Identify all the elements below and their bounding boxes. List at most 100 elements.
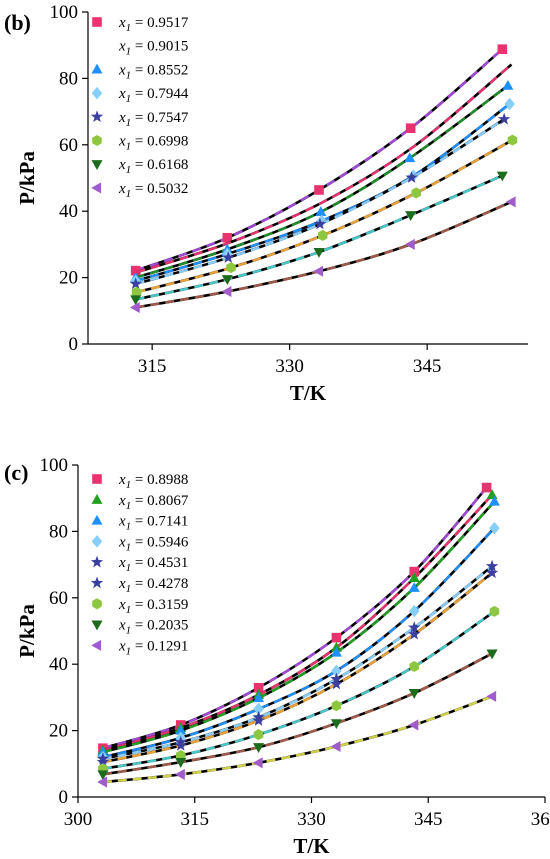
data-point	[96, 755, 110, 768]
data-point	[405, 123, 416, 133]
legend-entry: x1 = 0.3159	[118, 597, 188, 616]
data-point	[408, 719, 419, 731]
legend-marker	[92, 474, 102, 484]
fit-curve	[135, 118, 505, 286]
data-point	[175, 724, 187, 735]
y-tick-label: 80	[49, 521, 68, 542]
data-point	[221, 286, 232, 298]
model-curve	[102, 494, 493, 752]
series-6	[130, 171, 508, 306]
y-tick-label: 0	[59, 787, 69, 808]
series-1	[136, 63, 513, 274]
y-tick-label: 60	[49, 588, 68, 609]
legend-entry: x1 = 0.8988	[118, 472, 188, 491]
data-point	[411, 187, 421, 199]
data-point	[488, 495, 500, 506]
data-point	[331, 632, 342, 643]
data-point	[253, 729, 264, 741]
data-point	[497, 44, 508, 54]
legend-marker	[91, 535, 103, 548]
legend-entry: x1 = 0.9015	[118, 39, 188, 58]
y-tick-label: 100	[50, 2, 79, 23]
y-tick-label: 80	[59, 68, 78, 89]
data-point	[129, 301, 140, 313]
legend-entry: x1 = 0.2035	[118, 618, 188, 637]
series-5	[96, 566, 499, 768]
data-point	[330, 646, 342, 657]
legend-entry: x1 = 0.7547	[118, 110, 189, 129]
series-2	[97, 495, 500, 757]
series-7	[129, 196, 516, 313]
data-point	[252, 714, 265, 726]
data-point	[253, 702, 264, 716]
data-point	[405, 171, 418, 183]
data-point	[221, 275, 233, 286]
data-point	[408, 604, 420, 618]
data-point	[408, 582, 420, 592]
legend-marker	[91, 620, 103, 631]
x-tick-label: 330	[297, 809, 326, 830]
model-curve	[136, 139, 513, 294]
data-point	[97, 776, 107, 788]
legend: x1 = 0.9517 x1 = 0.9015 x1 = 0.8552 x1 = 0.…	[90, 15, 189, 200]
legend-marker	[91, 182, 102, 194]
legend-entry: x1 = 0.5946	[118, 534, 189, 553]
data-point	[331, 700, 342, 712]
x-tick-label: 330	[275, 356, 304, 377]
legend-entry: x1 = 0.6168	[118, 157, 188, 176]
y-axis-title: P/kPa	[15, 151, 39, 205]
legend-entry: x1 = 0.1291	[118, 638, 188, 657]
legend-entry: x1 = 0.7944	[118, 86, 189, 105]
data-point	[485, 559, 499, 572]
legend-entry: x1 = 0.8552	[118, 62, 188, 81]
data-point	[253, 682, 264, 693]
model-curve	[136, 63, 513, 274]
legend-marker	[91, 86, 103, 100]
data-point	[505, 196, 516, 208]
legend-entry: x1 = 0.9517	[118, 15, 189, 34]
y-tick-label: 20	[49, 721, 68, 742]
data-point	[502, 79, 514, 90]
data-point	[404, 152, 416, 163]
series-8	[97, 690, 497, 788]
data-point	[253, 692, 265, 703]
model-curve	[102, 695, 493, 784]
data-point	[404, 238, 415, 250]
legend-marker	[91, 160, 103, 170]
data-point	[330, 677, 343, 690]
model-curve	[102, 652, 493, 776]
legend-marker	[90, 576, 104, 589]
y-axis-title: P/kPa	[15, 604, 39, 658]
y-tick-label: 40	[59, 201, 78, 222]
legend-marker	[92, 17, 102, 27]
legend-entry: x1 = 0.5032	[118, 181, 188, 200]
model-curve	[135, 174, 503, 301]
x-axis-title: T/K	[293, 834, 330, 858]
y-tick-label: 60	[59, 135, 78, 156]
legend-entry: x1 = 0.7141	[118, 514, 188, 533]
series-4	[129, 112, 511, 290]
data-point	[131, 286, 142, 298]
legend-marker	[90, 110, 104, 123]
data-point	[486, 649, 498, 660]
data-point	[409, 661, 420, 673]
legend-entry: x1 = 0.4278	[118, 576, 188, 595]
data-point	[97, 770, 109, 781]
data-point	[408, 689, 420, 699]
data-point	[330, 719, 342, 730]
data-point	[408, 621, 421, 633]
data-point	[313, 247, 325, 258]
data-point	[498, 112, 511, 125]
legend-marker	[92, 598, 102, 610]
model-curve	[102, 486, 488, 750]
data-point	[496, 171, 508, 182]
panel-label: (c)	[4, 460, 28, 485]
x-tick-label: 300	[64, 809, 93, 830]
data-point	[174, 739, 187, 751]
y-tick-label: 100	[40, 455, 69, 476]
legend-entry: x1 = 0.6998	[118, 134, 188, 153]
data-point	[313, 265, 324, 277]
panel-label: (b)	[4, 10, 31, 35]
